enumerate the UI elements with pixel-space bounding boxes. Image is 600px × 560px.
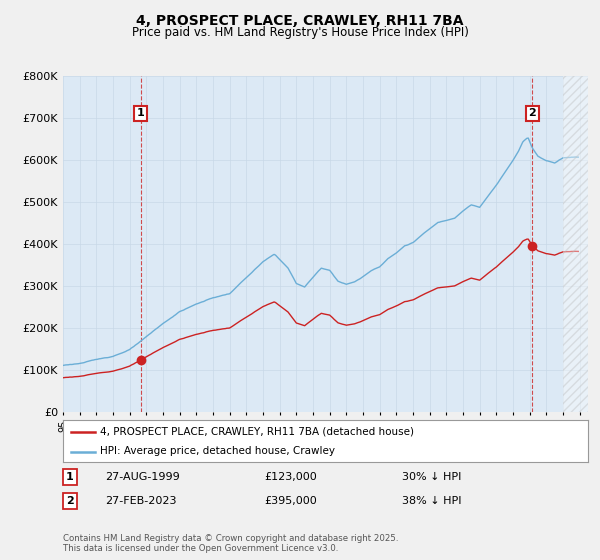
Text: 27-AUG-1999: 27-AUG-1999 — [105, 472, 180, 482]
Text: 4, PROSPECT PLACE, CRAWLEY, RH11 7BA (detached house): 4, PROSPECT PLACE, CRAWLEY, RH11 7BA (de… — [100, 427, 414, 437]
Text: 2: 2 — [529, 109, 536, 118]
Text: Contains HM Land Registry data © Crown copyright and database right 2025.
This d: Contains HM Land Registry data © Crown c… — [63, 534, 398, 553]
Text: £123,000: £123,000 — [264, 472, 317, 482]
Text: HPI: Average price, detached house, Crawley: HPI: Average price, detached house, Craw… — [100, 446, 335, 456]
Text: £395,000: £395,000 — [264, 496, 317, 506]
Text: 38% ↓ HPI: 38% ↓ HPI — [402, 496, 461, 506]
Text: 1: 1 — [66, 472, 74, 482]
Text: 1: 1 — [137, 109, 145, 118]
Text: 4, PROSPECT PLACE, CRAWLEY, RH11 7BA: 4, PROSPECT PLACE, CRAWLEY, RH11 7BA — [136, 14, 464, 28]
Text: 2: 2 — [66, 496, 74, 506]
Text: 30% ↓ HPI: 30% ↓ HPI — [402, 472, 461, 482]
Text: 27-FEB-2023: 27-FEB-2023 — [105, 496, 176, 506]
Text: Price paid vs. HM Land Registry's House Price Index (HPI): Price paid vs. HM Land Registry's House … — [131, 26, 469, 39]
